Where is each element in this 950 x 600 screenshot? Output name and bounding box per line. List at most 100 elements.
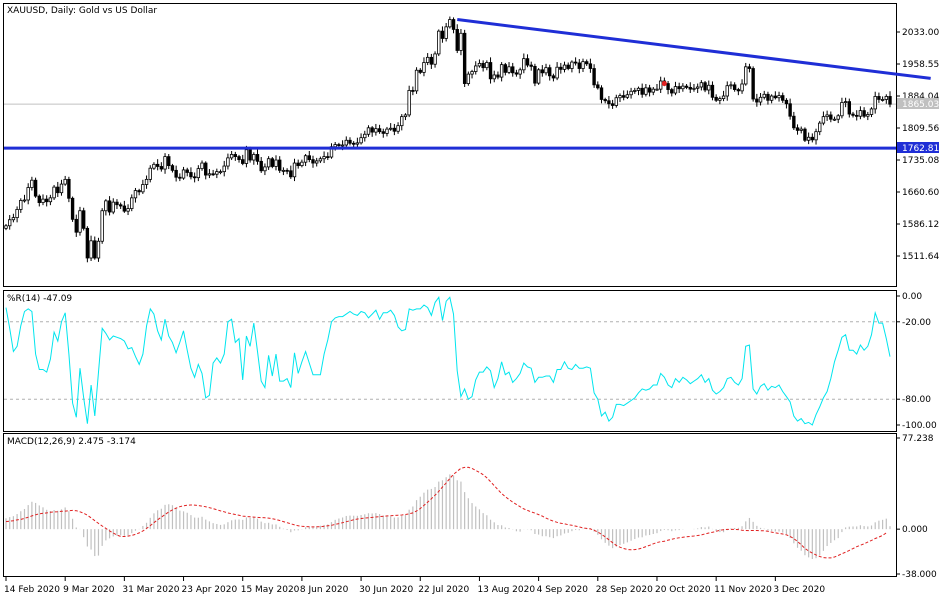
candle [843, 97, 848, 108]
candle-body [278, 159, 282, 171]
candle-body [11, 217, 16, 221]
candle [170, 163, 175, 173]
candle-body [810, 136, 815, 141]
candle-body [603, 99, 607, 102]
time-axis: 14 Feb 2020 9 Mar 2020 31 Mar 2020 23 Apr 2… [4, 577, 825, 595]
candle [233, 151, 238, 161]
candle-body [241, 159, 245, 164]
candle [8, 215, 12, 230]
candle [599, 85, 604, 104]
candle [67, 176, 71, 203]
candle [592, 64, 596, 88]
candle-body [418, 69, 422, 73]
price-tick-label: 1660.60 [902, 188, 939, 198]
candlestick-series [4, 16, 892, 263]
candle [525, 54, 530, 68]
candle [866, 111, 870, 121]
candle-body [344, 139, 348, 146]
candle-body [285, 169, 289, 172]
candle-body [374, 128, 378, 133]
time-tick-label: 11 Nov 2020 [714, 585, 772, 595]
candle [222, 160, 226, 177]
candle [93, 236, 97, 260]
candle-body [481, 62, 485, 69]
candle-body [732, 84, 737, 90]
candle [348, 137, 352, 146]
candle-body [437, 30, 441, 55]
price-tick-label: 1511.64 [902, 252, 939, 262]
candle [485, 60, 489, 71]
candle [474, 61, 478, 75]
candle-body [411, 90, 415, 92]
candle-body [300, 161, 304, 167]
candle-body [592, 68, 596, 86]
time-tick-label: 22 Jul 2020 [418, 585, 469, 595]
candle-body [207, 173, 212, 176]
candle-body [769, 95, 774, 101]
candle-body [381, 131, 385, 134]
candle-body [93, 240, 97, 259]
candle [536, 68, 541, 85]
candle-body [836, 115, 840, 120]
candle [326, 152, 330, 161]
drawn-lines[interactable] [4, 18, 931, 150]
candle [148, 165, 152, 183]
candle [740, 79, 744, 94]
candle [621, 90, 626, 101]
candle-body [821, 116, 826, 124]
candle-body [788, 103, 792, 117]
candle-body [721, 95, 726, 99]
candle [529, 61, 533, 71]
candle [862, 107, 866, 118]
candle-body [832, 118, 837, 121]
candle [56, 181, 60, 197]
candle-body [618, 95, 622, 99]
candle [614, 94, 618, 108]
candle-body [573, 61, 578, 64]
candle [684, 83, 689, 90]
candle-body [758, 96, 763, 103]
candle [107, 196, 112, 216]
candle-body [425, 56, 430, 63]
candle [100, 208, 104, 244]
candle [200, 160, 204, 171]
candle-body [880, 99, 885, 101]
candle-body [525, 58, 530, 66]
candle-body [888, 96, 892, 105]
candle-body [85, 227, 90, 259]
candle [122, 200, 127, 213]
candle-body [477, 62, 482, 67]
candle [855, 110, 859, 121]
candle-body [189, 172, 193, 178]
candle-body [607, 100, 611, 105]
candle [666, 80, 670, 95]
candle-body [263, 166, 267, 172]
candle [381, 128, 385, 138]
candle [773, 91, 778, 100]
candle [255, 149, 260, 165]
price-tick-label: 1809.56 [902, 124, 939, 134]
candle [688, 82, 692, 94]
candle [396, 122, 400, 134]
candle [784, 98, 789, 109]
candle [218, 169, 223, 175]
candle [196, 165, 201, 182]
candle [259, 157, 263, 173]
candle [836, 114, 840, 124]
candle-body [355, 142, 360, 145]
candle-body [570, 61, 574, 69]
candle [673, 81, 678, 96]
candle [96, 237, 101, 262]
candle-body [130, 197, 134, 209]
macd-signal-line [5, 466, 887, 559]
candle [181, 166, 186, 180]
candle [710, 81, 715, 101]
candle-body [307, 155, 311, 161]
support-level-label: 1762.81 [902, 144, 939, 154]
candle [884, 94, 888, 104]
candle-body [274, 159, 278, 167]
candle [263, 163, 267, 176]
candle-body [559, 66, 563, 70]
candle [651, 86, 655, 96]
